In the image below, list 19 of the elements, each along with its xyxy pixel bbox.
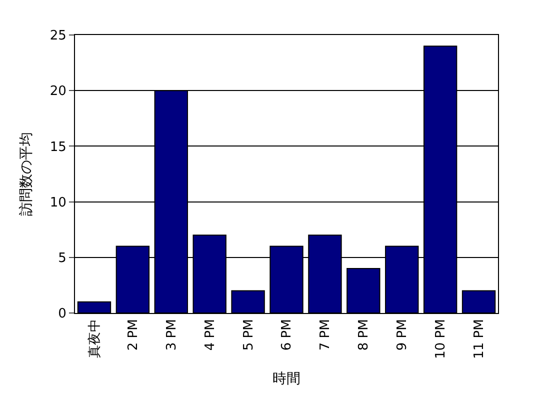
- x-tick-label: 4 PM: [202, 319, 218, 351]
- y-tick-label: 5: [58, 250, 66, 266]
- x-tick-label: 6 PM: [280, 319, 295, 351]
- y-tick-label: 15: [50, 140, 66, 155]
- y-tick-label: 20: [50, 84, 66, 100]
- x-tick-label: 10 PM: [434, 319, 449, 359]
- x-tick-label: 7 PM: [318, 319, 334, 351]
- x-tick-label: 8 PM: [356, 319, 372, 351]
- x-tick-label: 真夜中: [86, 319, 102, 358]
- x-tick-label: 5 PM: [241, 319, 256, 351]
- x-tick-label: 11 PM: [472, 319, 487, 359]
- y-tick-label: 0: [58, 306, 66, 322]
- y-tick-label: 10: [50, 195, 66, 210]
- x-tick-label: 9 PM: [395, 319, 410, 351]
- x-tick-label: 2 PM: [126, 319, 141, 351]
- x-tick-label: 3 PM: [164, 319, 180, 351]
- y-axis-title: 訪問数の平均: [18, 132, 34, 216]
- x-axis-title: 時間: [272, 371, 300, 388]
- y-tick-label: 25: [50, 28, 66, 44]
